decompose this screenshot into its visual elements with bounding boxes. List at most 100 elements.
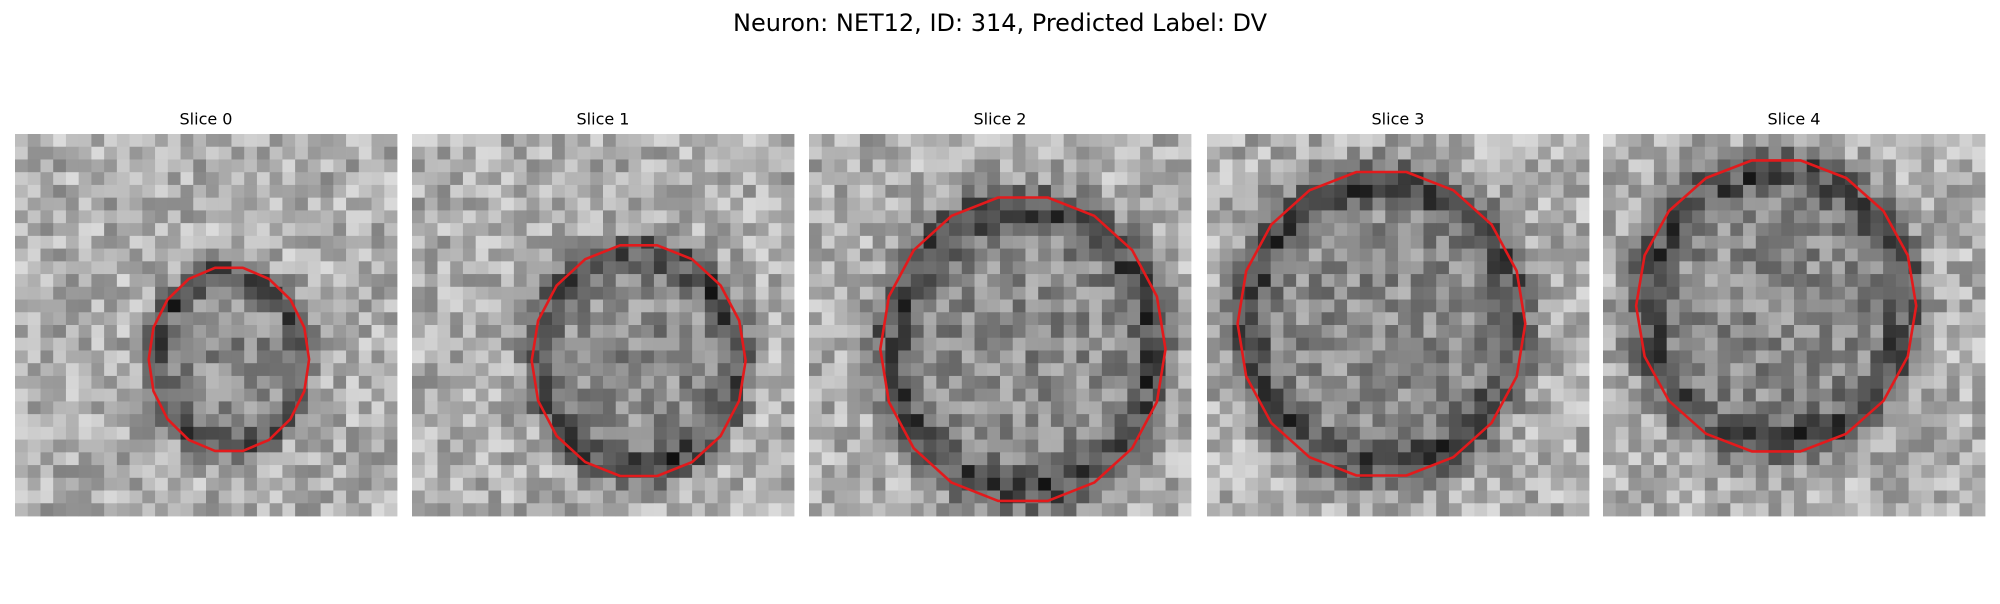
- pixel: [603, 146, 617, 160]
- pixel: [768, 261, 782, 275]
- pixel: [358, 223, 372, 237]
- pixel: [1012, 274, 1026, 288]
- pixel: [104, 312, 118, 326]
- pixel: [1410, 197, 1424, 211]
- pixel: [552, 134, 566, 148]
- pixel: [193, 503, 207, 517]
- pixel: [53, 299, 67, 313]
- pixel: [1819, 477, 1833, 491]
- pixel: [1257, 134, 1272, 148]
- pixel: [1410, 350, 1424, 364]
- pixel: [1794, 452, 1808, 466]
- pixel: [743, 146, 757, 160]
- pixel: [1410, 274, 1424, 288]
- pixel: [462, 490, 477, 504]
- pixel: [743, 452, 757, 466]
- pixel: [1270, 490, 1284, 504]
- pixel: [1603, 452, 1617, 466]
- pixel: [1870, 223, 1884, 237]
- pixel: [1270, 210, 1284, 224]
- pixel: [1908, 350, 1922, 364]
- pixel: [244, 197, 258, 211]
- pixel: [603, 388, 617, 402]
- pixel: [193, 197, 207, 211]
- pixel: [116, 388, 130, 402]
- pixel: [1743, 337, 1757, 351]
- pixel: [526, 184, 540, 199]
- pixel: [859, 337, 874, 351]
- pixel: [206, 146, 220, 160]
- pixel: [513, 210, 527, 224]
- pixel: [256, 286, 271, 300]
- pixel: [1550, 325, 1564, 339]
- pixel: [590, 477, 604, 491]
- pixel: [1038, 363, 1052, 377]
- pixel: [256, 197, 271, 211]
- pixel: [231, 223, 245, 237]
- pixel: [539, 146, 553, 160]
- pixel: [1641, 223, 1655, 237]
- pixel: [923, 439, 937, 453]
- pixel: [1755, 388, 1769, 402]
- pixel: [923, 172, 937, 186]
- pixel: [628, 134, 642, 148]
- pixel: [768, 312, 782, 326]
- pixel: [1308, 426, 1322, 440]
- pixel: [653, 261, 668, 275]
- pixel: [371, 172, 385, 186]
- pixel: [65, 375, 80, 390]
- pixel: [885, 184, 899, 199]
- pixel: [1743, 503, 1757, 517]
- pixel: [1101, 388, 1115, 402]
- pixel: [974, 439, 988, 453]
- pixel: [1114, 363, 1128, 377]
- pixel: [704, 401, 718, 415]
- pixel: [1296, 299, 1310, 313]
- pixel: [936, 159, 950, 173]
- pixel: [666, 490, 680, 504]
- pixel: [1844, 439, 1859, 453]
- pixel: [358, 325, 372, 339]
- pixel: [1270, 299, 1284, 313]
- pixel: [15, 350, 29, 364]
- pixel: [256, 159, 271, 173]
- pixel: [1334, 312, 1348, 326]
- pixel: [1615, 134, 1629, 148]
- pixel: [1946, 210, 1960, 224]
- pixel: [1576, 184, 1590, 199]
- pixel: [1436, 414, 1450, 428]
- pixel: [1768, 490, 1782, 504]
- pixel: [1743, 146, 1757, 160]
- pixel: [1908, 414, 1922, 428]
- pixel: [1410, 325, 1424, 339]
- pixel: [1704, 363, 1718, 377]
- pixel: [116, 299, 130, 313]
- pixel: [269, 439, 283, 453]
- pixel: [1423, 235, 1437, 249]
- pixel: [1165, 312, 1179, 326]
- pixel: [1883, 274, 1897, 288]
- pixel: [206, 350, 220, 364]
- pixel: [755, 286, 769, 300]
- pixel: [1101, 375, 1115, 390]
- pixel: [104, 248, 118, 262]
- pixel: [692, 414, 706, 428]
- pixel: [898, 401, 912, 415]
- pixel: [104, 363, 118, 377]
- pixel: [1883, 235, 1897, 249]
- pixel: [809, 426, 823, 440]
- pixel: [781, 286, 795, 300]
- pixel: [1895, 375, 1909, 390]
- pixel: [27, 414, 41, 428]
- pixel: [1819, 235, 1833, 249]
- pixel: [615, 503, 629, 517]
- pixel: [1050, 235, 1065, 249]
- slice-image: [809, 134, 1192, 517]
- pixel: [307, 452, 321, 466]
- pixel: [155, 465, 169, 479]
- pixel: [847, 465, 861, 479]
- pixel: [193, 210, 207, 224]
- pixel: [116, 452, 130, 466]
- pixel: [1563, 210, 1577, 224]
- pixel: [1512, 197, 1526, 211]
